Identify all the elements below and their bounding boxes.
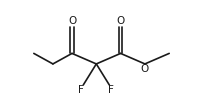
Text: O: O [141, 64, 149, 74]
Text: O: O [117, 16, 125, 26]
Text: F: F [108, 85, 114, 95]
Text: F: F [78, 85, 84, 95]
Text: O: O [68, 16, 76, 26]
